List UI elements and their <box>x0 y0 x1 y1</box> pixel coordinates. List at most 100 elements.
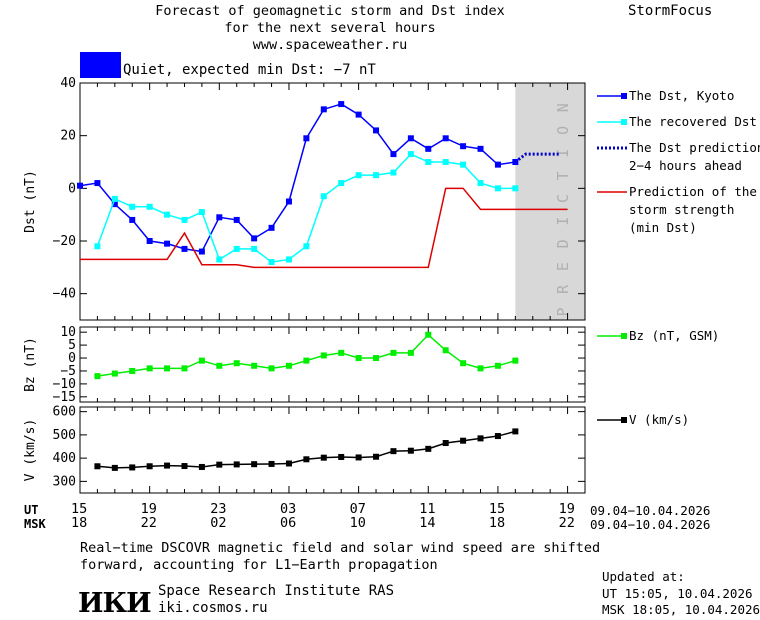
data-point <box>268 365 275 372</box>
ut-tick-label: 19 <box>558 501 575 517</box>
data-point <box>373 453 380 460</box>
chart-title-line1: Forecast of geomagnetic storm and Dst in… <box>155 3 505 19</box>
data-point <box>338 453 345 460</box>
data-point <box>181 365 188 372</box>
data-point <box>390 151 397 158</box>
data-point <box>425 331 432 338</box>
ut-tick-label: 15 <box>71 501 88 517</box>
data-point <box>460 437 467 444</box>
y-tick-label: 600 <box>53 405 76 420</box>
data-point <box>407 135 414 142</box>
panel-frame <box>79 406 586 494</box>
legend-label: The recovered Dst <box>629 114 757 129</box>
prediction-region <box>515 83 585 320</box>
ut-tick-label: 23 <box>210 501 227 517</box>
data-point <box>373 355 380 362</box>
data-point <box>320 193 327 200</box>
data-point <box>320 454 327 461</box>
data-point <box>373 127 380 134</box>
ut-tick-label: 07 <box>349 501 366 517</box>
data-point <box>181 245 188 252</box>
data-point <box>198 248 205 255</box>
data-point <box>129 203 136 210</box>
data-point <box>111 464 118 471</box>
y-tick-label: 0 <box>68 351 76 366</box>
legend-marker <box>621 119 627 125</box>
msk-tick-label: 14 <box>419 515 436 531</box>
data-point <box>512 428 519 435</box>
y-tick-label: 300 <box>53 474 76 489</box>
data-point <box>425 159 432 165</box>
data-point <box>285 362 292 369</box>
y-tick-label: −20 <box>53 234 76 249</box>
prediction-letter: R <box>554 284 572 294</box>
data-point <box>94 373 101 380</box>
data-point <box>442 440 449 447</box>
data-point <box>355 355 362 362</box>
panel-frame <box>79 326 586 403</box>
y-tick-label: −10 <box>53 377 76 392</box>
legend-label: The Dst, Kyoto <box>629 88 735 103</box>
prediction-letter: O <box>554 126 572 135</box>
prediction-letter: T <box>554 171 572 180</box>
msk-date-range: 09.04−10.04.2026 <box>590 517 711 532</box>
chart-title-line2: for the next several hours <box>224 20 436 36</box>
y-tick-label: 20 <box>60 129 76 144</box>
data-point <box>338 101 345 108</box>
data-point <box>390 169 397 176</box>
institute-site: iki.cosmos.ru <box>158 600 268 616</box>
legend-marker <box>621 93 627 99</box>
y-tick-label: 10 <box>60 325 76 340</box>
data-point <box>390 349 397 356</box>
data-point <box>268 224 275 231</box>
status-text: Quiet, expected min Dst: −7 nT <box>123 62 376 78</box>
data-point <box>338 349 345 356</box>
data-point <box>129 216 136 223</box>
data-point <box>164 211 171 218</box>
data-point <box>285 460 292 467</box>
data-point <box>390 448 397 455</box>
data-point <box>94 463 101 470</box>
updated-msk: MSK 18:05, 10.04.2026 <box>602 602 760 617</box>
data-point <box>268 460 275 467</box>
data-point <box>233 245 240 252</box>
data-point <box>512 357 519 364</box>
data-point <box>494 185 501 192</box>
y-tick-label: −15 <box>53 390 76 405</box>
data-point <box>285 198 292 205</box>
data-point <box>477 180 484 187</box>
data-point <box>355 454 362 461</box>
ut-tick-label: 15 <box>488 501 506 517</box>
data-point <box>198 209 205 216</box>
y-tick-label: −5 <box>60 364 76 379</box>
data-point <box>111 201 118 208</box>
data-point <box>407 349 414 356</box>
ut-tick-label: 03 <box>279 501 297 517</box>
data-point <box>477 435 484 442</box>
data-point <box>303 243 310 250</box>
data-point <box>373 172 380 179</box>
data-point <box>198 463 205 470</box>
data-point <box>355 172 362 179</box>
updated-ut: UT 15:05, 10.04.2026 <box>602 586 753 601</box>
data-point <box>251 235 258 242</box>
data-point <box>164 462 171 469</box>
footer-note-line2: forward, accounting for L1−Earth propaga… <box>80 557 438 573</box>
prediction-letter: D <box>554 239 572 248</box>
ut-tick-label: 19 <box>140 501 157 517</box>
data-point <box>425 445 432 452</box>
data-point <box>146 238 153 244</box>
data-point <box>303 135 310 142</box>
y-axis-label: Bz (nT) <box>23 337 38 392</box>
data-point <box>512 185 519 192</box>
data-point <box>111 195 118 202</box>
legend-label: Prediction of the <box>629 184 757 199</box>
data-point <box>251 461 258 468</box>
data-point <box>268 259 275 266</box>
data-point <box>77 182 83 189</box>
data-point <box>146 203 153 210</box>
y-axis-label: V (km/s) <box>23 419 38 482</box>
msk-tick-label: 18 <box>71 515 88 531</box>
y-tick-label: 400 <box>53 451 76 466</box>
data-point <box>355 111 362 118</box>
